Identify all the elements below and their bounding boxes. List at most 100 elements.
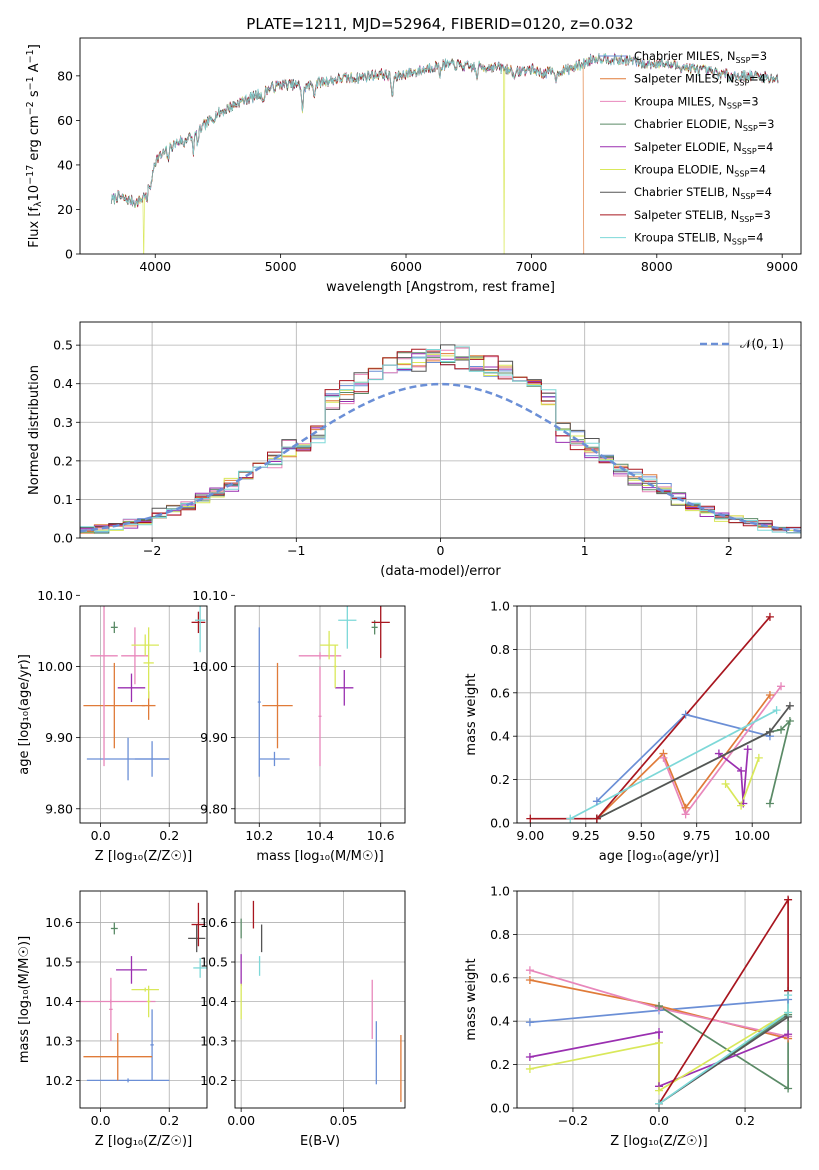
- y-axis-label-part: −17: [25, 165, 36, 185]
- legend-name: Chabrier MILES, N: [634, 50, 735, 63]
- y-tick-label: 20: [57, 202, 73, 217]
- y-tick-label: 0: [65, 247, 73, 262]
- y-tick-label: 0.3: [53, 415, 73, 430]
- legend-entry: Chabrier ELODIE, NSSP=3: [634, 118, 774, 133]
- legend-sub: SSP: [734, 170, 749, 179]
- panel-age-vs-mass: 10.2 10.4 10.6 9.80 9.90 10.00 10.10 mass [log₁…: [192, 588, 406, 864]
- x-tick-label: −2: [143, 543, 161, 558]
- y-tick-label: 0.4: [53, 376, 73, 391]
- y-tick-label: 10.4: [200, 994, 228, 1009]
- x-axis-label: Z [log₁₀(Z/Z☉)]: [95, 1134, 192, 1149]
- y-axis-label: Normed distribution: [27, 365, 42, 495]
- y-tick-label: 60: [57, 113, 73, 128]
- y-axis-label-part: −1: [25, 76, 36, 90]
- panel-weight-vs-age: 9.00 9.25 9.50 9.75 10.00 0.0 0.2 0.4 0.6 0.8 1.0 a…: [464, 599, 802, 864]
- weight-marker: [566, 814, 575, 823]
- weight-marker: [785, 717, 794, 726]
- y-tick-label: 10.10: [192, 588, 228, 603]
- weight-marker: [655, 1086, 663, 1095]
- axes-frame: [79, 890, 208, 1109]
- y-tick-label: 0.0: [490, 816, 510, 831]
- legend-entry: 𝒩(0, 1): [740, 337, 784, 351]
- y-tick-label: 0.5: [53, 338, 73, 353]
- x-axis-label: Z [log₁₀(Z/Z☉)]: [95, 849, 192, 864]
- x-axis-label: wavelength [Angstrom, rest frame]: [326, 280, 555, 295]
- y-tick-label: 10.10: [37, 588, 73, 603]
- plot-area: [517, 891, 801, 1108]
- legend-name: Kroupa STELIB, N: [634, 232, 732, 245]
- plot-area: [80, 322, 801, 538]
- y-tick-label: 0.8: [490, 927, 510, 942]
- weight-marker: [785, 701, 794, 710]
- legend-entry: Kroupa ELODIE, NSSP=4: [634, 164, 766, 179]
- y-axis-label: mass [log₁₀(M/M☉)]: [17, 936, 32, 1063]
- legend-entry: Chabrier MILES, NSSP=3: [634, 50, 767, 65]
- x-axis-label: mass [log₁₀(M/M☉)]: [256, 849, 383, 864]
- y-axis-label-part: ]: [27, 44, 42, 49]
- x-tick-label: 10.2: [245, 828, 273, 843]
- x-tick-label: 10.4: [306, 828, 334, 843]
- weight-marker: [721, 779, 730, 788]
- y-tick-label: 10.3: [200, 1033, 228, 1048]
- y-axis-label-part: λ: [33, 201, 44, 207]
- legend-sub: SSP: [739, 215, 754, 224]
- x-tick-label: 10.00: [734, 828, 770, 843]
- y-tick-label: 9.90: [200, 730, 228, 745]
- panel-age-vs-Z: 0.0 0.2 9.80 9.90 10.00 10.10 Z [log₁₀(Z/Z☉)] a…: [17, 588, 208, 864]
- x-tick-label: 0: [437, 543, 445, 558]
- legend-value: =4: [749, 164, 766, 177]
- x-tick-label: 0.2: [159, 828, 179, 843]
- weight-marker: [784, 1084, 793, 1093]
- weight-marker: [737, 801, 746, 810]
- legend-value: =4: [747, 232, 764, 245]
- y-tick-label: 0.4: [490, 1014, 510, 1029]
- legend-sub: SSP: [743, 124, 758, 133]
- legend-entry: Kroupa STELIB, NSSP=4: [634, 232, 763, 247]
- weight-marker: [526, 814, 535, 823]
- y-tick-label: 0.8: [490, 642, 510, 657]
- legend-name: Chabrier ELODIE, N: [634, 118, 743, 131]
- weight-marker: [655, 1002, 663, 1011]
- y-tick-label: 10.2: [45, 1073, 73, 1088]
- x-tick-label: 9.75: [683, 828, 711, 843]
- weight-line-5: [529, 1011, 789, 1093]
- legend-sub: SSP: [734, 79, 749, 88]
- weight-marker: [525, 1064, 534, 1073]
- plot-area: [80, 891, 207, 1108]
- panel-spectrum: 4000 5000 6000 7000 8000 9000 0 20 40 60 80 wavelen…: [25, 37, 802, 295]
- x-tick-label: 2: [725, 543, 733, 558]
- legend-value: =4: [757, 141, 774, 154]
- weight-marker: [772, 706, 781, 715]
- y-axis-label: age [log₁₀(age/yr)]: [17, 654, 32, 775]
- x-tick-label: 5000: [265, 259, 297, 274]
- y-tick-label: 10.6: [45, 915, 73, 930]
- weight-marker: [765, 727, 774, 736]
- legend-entry: Salpeter STELIB, NSSP=3: [634, 209, 771, 224]
- x-tick-label: −1: [287, 543, 305, 558]
- y-tick-label: 0.2: [53, 453, 73, 468]
- y-tick-label: 10.2: [200, 1073, 228, 1088]
- weight-marker: [655, 1099, 663, 1108]
- legend-value: =4: [749, 73, 766, 86]
- y-tick-label: 10.6: [200, 915, 228, 930]
- legend-name: Chabrier STELIB, N: [634, 186, 740, 199]
- x-tick-label: 8000: [641, 259, 673, 274]
- legend-sub: SSP: [735, 56, 750, 65]
- histogram-8: [80, 346, 801, 538]
- y-tick-label: 0.2: [490, 772, 510, 787]
- axes-frame: [516, 890, 802, 1109]
- weight-marker: [525, 975, 534, 984]
- panel-mass-vs-Z: 0.0 0.2 10.2 10.3 10.4 10.5 10.6 Z [log₁₀(Z/Z☉)…: [17, 890, 208, 1149]
- legend-sub: SSP: [740, 192, 755, 201]
- x-axis-label: E(B-V): [300, 1134, 340, 1149]
- weight-marker: [655, 1038, 663, 1047]
- x-tick-label: 1: [581, 543, 589, 558]
- plot-area: [110, 52, 779, 254]
- x-axis-label: age [log₁₀(age/yr)]: [599, 849, 720, 864]
- y-tick-label: 10.00: [37, 659, 73, 674]
- y-tick-label: 0.2: [490, 1057, 510, 1072]
- panel-mass-vs-EBV: 0.00 0.05 10.2 10.3 10.4 10.5 10.6 E(B-V): [200, 890, 406, 1149]
- y-axis-label-part: 10: [27, 185, 42, 202]
- legend-sub: SSP: [732, 238, 747, 247]
